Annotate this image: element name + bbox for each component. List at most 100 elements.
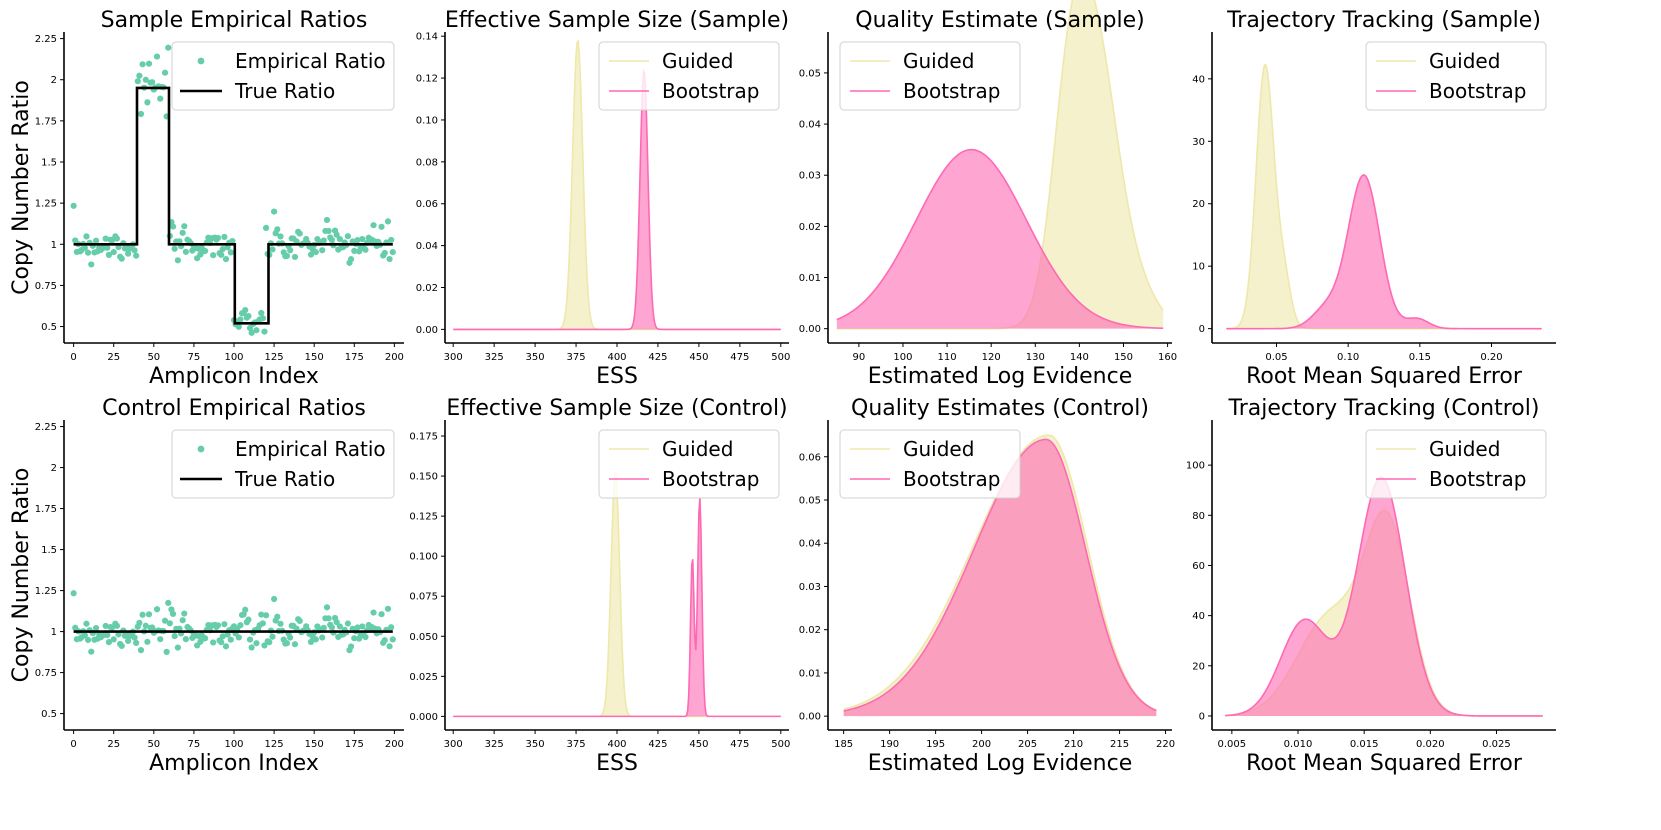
- y-tick-label: 1.5: [41, 545, 57, 556]
- scatter-point: [222, 255, 230, 263]
- x-axis-label: Amplicon Index: [149, 364, 319, 389]
- x-tick-label: 110: [938, 352, 957, 363]
- scatter-point: [283, 252, 291, 260]
- scatter-point: [176, 625, 183, 632]
- scatter-point: [266, 639, 273, 646]
- scatter-point: [104, 244, 111, 251]
- scatter-point: [370, 222, 377, 229]
- legend-label-guided: Guided: [1429, 437, 1500, 461]
- scatter-point: [362, 246, 369, 253]
- scatter-point: [92, 624, 100, 632]
- y-tick-label: 0.025: [409, 672, 438, 683]
- scatter-point: [84, 249, 92, 256]
- scatter-point: [176, 238, 183, 245]
- scatter-point: [245, 616, 252, 623]
- scatter-point: [105, 251, 113, 258]
- scatter-point: [136, 72, 143, 79]
- scatter-point: [307, 251, 315, 258]
- scatter-point: [227, 636, 234, 643]
- y-tick-label: 0.08: [416, 157, 438, 168]
- scatter-point: [344, 620, 351, 627]
- scatter-point: [202, 635, 209, 642]
- scatter-point: [110, 636, 117, 643]
- x-tick-label: 400: [607, 739, 626, 750]
- x-tick-label: 0.015: [1350, 739, 1379, 750]
- scatter-point: [149, 79, 156, 86]
- x-tick-label: 215: [1110, 739, 1129, 750]
- x-tick-label: 175: [345, 739, 364, 750]
- scatter-point: [258, 309, 265, 317]
- scatter-point: [157, 636, 164, 643]
- x-tick-label: 150: [1114, 352, 1133, 363]
- scatter-point: [131, 634, 138, 641]
- legend-label-bootstrap: Bootstrap: [662, 79, 759, 103]
- legend-frame: [598, 41, 780, 111]
- scatter-point: [359, 236, 366, 243]
- x-tick-label: 25: [107, 352, 120, 363]
- legend-marker-empirical-ratio: [197, 445, 205, 453]
- scatter-point: [165, 599, 172, 607]
- density-area-bootstrap: [836, 149, 1164, 329]
- scatter-point: [169, 610, 177, 618]
- legend-label-bootstrap: Bootstrap: [1429, 467, 1526, 491]
- x-tick-label: 0: [70, 352, 76, 363]
- y-tick-label: 0.125: [409, 512, 438, 523]
- panel-sample-rmse: 0.05 0.10 0.15 0.20 0 10 20 30 40 Trajectory Trac…: [1192, 8, 1556, 389]
- panel-sample-quality: 90 100 110 120 130 140 150 160 0.00 0.01 0.02 0.03 0…: [799, 0, 1177, 389]
- scatter-point: [229, 237, 236, 245]
- y-tick-label: 1.75: [35, 504, 57, 515]
- x-tick-label: 140: [1070, 352, 1089, 363]
- scatter-point: [323, 216, 331, 224]
- y-tick-label: 1.25: [35, 199, 57, 210]
- legend-label-true-ratio: True Ratio: [234, 79, 335, 103]
- x-tick-label: 0.005: [1218, 739, 1247, 750]
- x-axis-label: Root Mean Squared Error: [1246, 364, 1523, 389]
- scatter-point: [351, 247, 358, 255]
- scatter-point: [270, 208, 278, 215]
- scatter-point: [153, 53, 161, 60]
- scatter-point: [81, 632, 88, 639]
- x-tick-label: 195: [926, 739, 945, 750]
- panel-control-rmse: 0.005 0.010 0.015 0.020 0.025 0 20 40 60 80 100 Tra…: [1186, 396, 1556, 776]
- scatter-point: [389, 249, 396, 256]
- x-tick-label: 450: [689, 739, 708, 750]
- scatter-point: [118, 642, 125, 650]
- x-tick-label: 425: [648, 739, 667, 750]
- scatter-point: [296, 617, 303, 625]
- scatter-point: [134, 78, 141, 85]
- scatter-point: [323, 604, 331, 611]
- x-tick-label: 500: [771, 352, 790, 363]
- legend-frame: [839, 41, 1021, 111]
- y-tick-label: 0.01: [799, 273, 821, 284]
- scatter-point: [328, 624, 335, 631]
- scatter-point: [182, 248, 189, 255]
- scatter-point: [125, 637, 132, 645]
- scatter-point: [210, 252, 217, 259]
- y-tick-label: 0.100: [409, 552, 438, 563]
- y-tick-label: 0: [1199, 324, 1205, 335]
- x-tick-label: 185: [834, 739, 853, 750]
- scatter-point: [270, 595, 278, 603]
- legend-label-bootstrap: Bootstrap: [1429, 79, 1526, 103]
- x-tick-label: 100: [224, 739, 243, 750]
- scatter-point: [388, 236, 395, 244]
- scatter-point: [88, 261, 95, 268]
- x-tick-label: 200: [972, 739, 991, 750]
- scatter-point: [221, 621, 228, 628]
- legend-label-bootstrap: Bootstrap: [903, 467, 1000, 491]
- y-tick-label: 0.00: [416, 325, 438, 336]
- scatter-point: [165, 44, 172, 51]
- y-tick-label: 0.02: [416, 283, 438, 294]
- x-tick-label: 0.010: [1284, 739, 1313, 750]
- scatter-point: [110, 248, 117, 256]
- y-tick-label: 0.03: [799, 582, 821, 593]
- scatter-point: [104, 631, 111, 639]
- y-tick-label: 0.06: [799, 452, 821, 463]
- x-tick-label: 0: [70, 739, 76, 750]
- scatter-point: [258, 611, 265, 618]
- chart-title: Trajectory Tracking (Sample): [1226, 8, 1541, 33]
- scatter-point: [262, 612, 270, 619]
- scatter-point: [221, 233, 228, 240]
- scatter-point: [133, 639, 140, 647]
